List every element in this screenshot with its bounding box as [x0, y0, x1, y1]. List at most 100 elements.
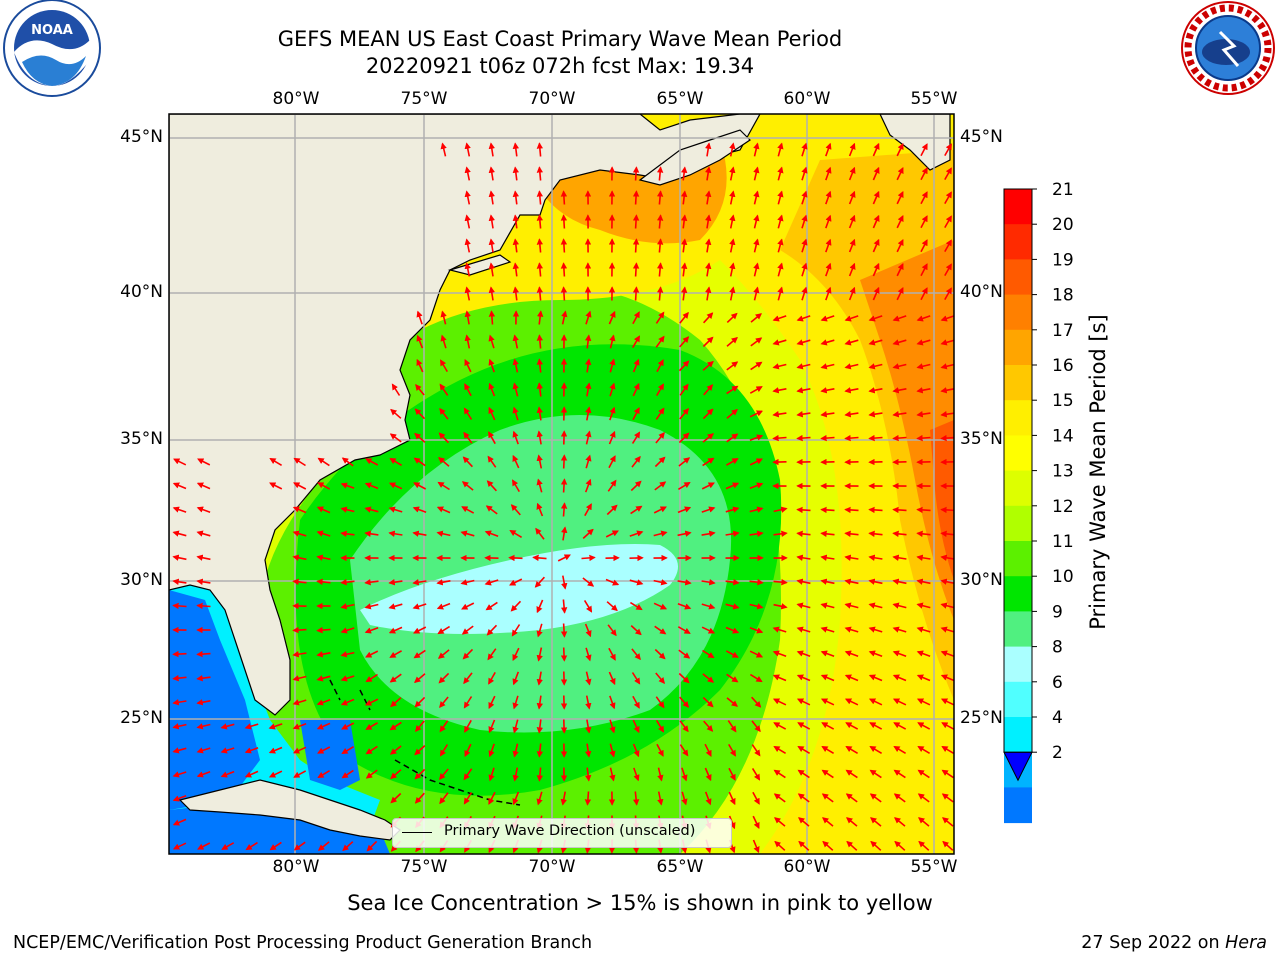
- wave-arrow: [560, 190, 568, 205]
- wave-arrow: [464, 310, 471, 325]
- wave-arrow: [461, 506, 475, 514]
- wave-arrow: [632, 407, 640, 421]
- wave-arrow: [438, 768, 449, 780]
- noaa-logo-text: NOAA: [31, 23, 73, 38]
- colorbar-segment: [1004, 681, 1032, 718]
- wave-arrow: [486, 624, 498, 636]
- wave-arrow: [728, 791, 736, 806]
- wave-arrow: [893, 746, 907, 754]
- wave-arrow: [464, 262, 471, 277]
- wave-arrow: [704, 743, 712, 757]
- wave-arrow: [749, 603, 764, 610]
- wave-arrow: [632, 695, 640, 709]
- wave-arrow: [772, 434, 787, 442]
- colorbar-tick-label: 16: [1052, 356, 1074, 376]
- wave-arrow: [772, 698, 787, 706]
- colorbar-segment: [1004, 541, 1032, 577]
- wave-arrow: [825, 214, 832, 229]
- wave-arrow: [725, 626, 740, 634]
- wave-arrow: [172, 818, 187, 826]
- wave-arrow: [464, 719, 472, 733]
- wave-arrow: [681, 767, 688, 782]
- wave-arrow: [820, 626, 835, 633]
- wave-arrow: [560, 791, 567, 806]
- wave-arrow: [729, 262, 736, 277]
- wave-arrow: [292, 746, 307, 754]
- wave-arrow: [726, 433, 739, 443]
- wave-arrow: [801, 190, 808, 205]
- wave-arrow: [796, 387, 811, 394]
- lat-label-left: 45°N: [120, 127, 163, 147]
- wave-arrow: [820, 650, 835, 657]
- lat-label-left: 25°N: [120, 708, 163, 728]
- wave-arrow: [894, 817, 906, 827]
- wave-arrow: [512, 166, 520, 181]
- wave-arrow: [749, 410, 764, 418]
- colorbar-tick-label: 11: [1052, 532, 1074, 552]
- wave-arrow: [821, 746, 835, 754]
- wave-arrow: [484, 579, 499, 586]
- wave-arrow: [632, 166, 640, 181]
- wave-arrow: [366, 840, 378, 852]
- wave-arrow: [772, 315, 787, 322]
- wave-arrow: [340, 578, 355, 586]
- wave-arrow: [846, 817, 858, 827]
- wave-arrow: [753, 286, 760, 301]
- wave-arrow: [797, 793, 810, 803]
- wave-arrow: [172, 747, 187, 754]
- wave-arrow: [798, 840, 810, 851]
- wave-arrow: [340, 482, 355, 489]
- wave-arrow: [584, 623, 592, 638]
- wave-arrow: [512, 719, 519, 734]
- wave-arrow: [773, 769, 786, 779]
- wave-arrow: [584, 767, 592, 782]
- wave-arrow: [940, 387, 954, 394]
- wave-arrow: [655, 719, 665, 733]
- wave-arrow: [777, 262, 784, 277]
- wave-arrow: [510, 600, 522, 612]
- wave-arrow: [414, 745, 426, 756]
- wave-arrow: [608, 310, 616, 325]
- wave-arrow: [439, 383, 449, 396]
- wave-arrow: [940, 530, 954, 538]
- land-nova-scotia: [638, 129, 751, 186]
- wave-arrow: [488, 719, 496, 734]
- wave-arrow: [488, 310, 496, 325]
- wave-arrow: [292, 578, 307, 586]
- wave-arrow: [705, 166, 712, 181]
- wave-arrow: [892, 698, 907, 706]
- wave-arrow: [920, 287, 928, 301]
- sea-ice-note: Sea Ice Concentration > 15% is shown in …: [0, 891, 1280, 915]
- wave-arrow: [797, 722, 811, 730]
- wave-arrow: [820, 315, 835, 322]
- wave-arrow: [388, 626, 403, 634]
- wave-arrow: [388, 579, 403, 586]
- lat-label-right: 45°N: [960, 127, 1003, 147]
- wave-arrow: [389, 650, 402, 658]
- wave-arrow: [773, 793, 786, 803]
- wave-arrow: [678, 457, 691, 467]
- wave-arrow: [536, 286, 544, 301]
- wave-arrow: [868, 554, 883, 561]
- lon-label-top: 80°W: [272, 89, 320, 109]
- wave-arrow: [726, 673, 739, 683]
- period-contour-17: [860, 240, 954, 620]
- wave-arrow: [316, 530, 331, 537]
- wave-arrow: [488, 286, 495, 301]
- wave-arrow: [462, 456, 473, 468]
- wave-arrow: [512, 671, 520, 686]
- nws-logo: [1181, 1, 1275, 95]
- wave-arrow: [916, 339, 931, 346]
- wave-arrow: [389, 458, 403, 466]
- wave-arrow: [940, 554, 954, 561]
- wave-arrow: [750, 337, 763, 347]
- wave-arrow: [536, 502, 544, 517]
- wave-arrow: [820, 363, 835, 370]
- wave-arrow: [920, 215, 928, 229]
- wave-arrow: [172, 554, 187, 561]
- wave-arrow: [536, 214, 544, 229]
- wave-arrow: [196, 530, 211, 537]
- wave-arrow: [268, 723, 283, 730]
- wave-arrow: [440, 310, 447, 325]
- wave-arrow: [753, 262, 760, 277]
